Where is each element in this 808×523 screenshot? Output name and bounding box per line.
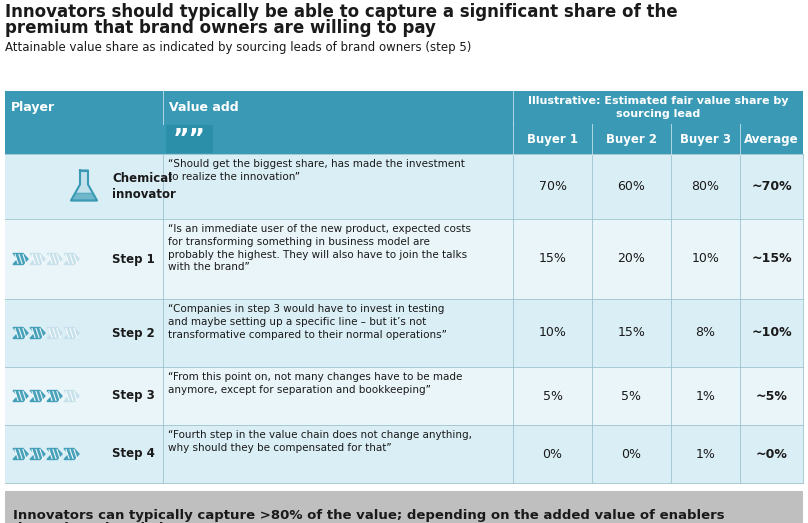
Text: Step 4: Step 4: [112, 448, 155, 460]
Text: 80%: 80%: [692, 180, 719, 193]
Text: Step 1: Step 1: [112, 253, 155, 266]
Text: Step 2: Step 2: [112, 326, 155, 339]
Bar: [671, 124, 740, 154]
Bar: [5, 154, 803, 219]
Polygon shape: [64, 254, 79, 265]
Text: 15%: 15%: [617, 326, 646, 339]
Bar: [592, 124, 671, 154]
Text: 10%: 10%: [539, 326, 566, 339]
Text: Illustrative: Estimated fair value share by
sourcing lead: Illustrative: Estimated fair value share…: [528, 96, 789, 119]
Polygon shape: [64, 391, 79, 402]
Bar: [740, 124, 803, 154]
Polygon shape: [30, 254, 45, 265]
Text: Chemical
innovator: Chemical innovator: [112, 173, 176, 200]
Text: Buyer 1: Buyer 1: [527, 132, 578, 145]
Text: ~70%: ~70%: [751, 180, 792, 193]
Text: 60%: 60%: [617, 180, 646, 193]
Text: Buyer 3: Buyer 3: [680, 132, 731, 145]
Text: Player: Player: [11, 101, 55, 114]
Polygon shape: [30, 391, 45, 402]
Text: premium that brand owners are willing to pay: premium that brand owners are willing to…: [5, 19, 436, 37]
Polygon shape: [64, 327, 79, 338]
Bar: [5, 425, 803, 483]
Bar: [5, 299, 803, 367]
Polygon shape: [30, 327, 45, 338]
Text: Buyer 2: Buyer 2: [606, 132, 657, 145]
Text: Value add: Value add: [169, 101, 238, 114]
Bar: [5, 367, 803, 425]
Polygon shape: [13, 391, 28, 402]
Polygon shape: [30, 449, 45, 460]
Polygon shape: [71, 194, 97, 200]
Text: 20%: 20%: [617, 253, 646, 266]
Polygon shape: [47, 391, 62, 402]
Text: ~10%: ~10%: [751, 326, 792, 339]
Text: “Should get the biggest share, has made the investment
to realize the innovation: “Should get the biggest share, has made …: [168, 159, 465, 182]
Text: 70%: 70%: [538, 180, 566, 193]
Text: 1%: 1%: [696, 390, 715, 403]
Bar: [5, 491, 803, 523]
Bar: [5, 124, 513, 154]
Text: 0%: 0%: [542, 448, 562, 460]
Text: ~5%: ~5%: [755, 390, 788, 403]
Text: ~15%: ~15%: [751, 253, 792, 266]
Text: Average: Average: [744, 132, 799, 145]
Polygon shape: [47, 449, 62, 460]
Text: Attainable value share as indicated by sourcing leads of brand owners (step 5): Attainable value share as indicated by s…: [5, 41, 471, 54]
Text: “From this point on, not many changes have to be made
anymore, except for separa: “From this point on, not many changes ha…: [168, 372, 462, 395]
Text: 8%: 8%: [696, 326, 716, 339]
Bar: [5, 91, 803, 124]
Text: 1%: 1%: [696, 448, 715, 460]
Polygon shape: [47, 327, 62, 338]
Bar: [5, 219, 803, 299]
Text: 10%: 10%: [692, 253, 719, 266]
Text: 15%: 15%: [539, 253, 566, 266]
Text: “Is an immediate user of the new product, expected costs
for transforming someth: “Is an immediate user of the new product…: [168, 224, 471, 272]
FancyBboxPatch shape: [166, 125, 213, 153]
Text: 5%: 5%: [542, 390, 562, 403]
Text: 5%: 5%: [621, 390, 642, 403]
Text: ~0%: ~0%: [755, 448, 788, 460]
Text: “Fourth step in the value chain does not change anything,
why should they be com: “Fourth step in the value chain does not…: [168, 430, 472, 453]
Text: Step 3: Step 3: [112, 390, 155, 403]
Text: Innovators can typically capture >80% of the value; depending on the added value: Innovators can typically capture >80% of…: [13, 508, 725, 521]
Polygon shape: [47, 254, 62, 265]
Polygon shape: [13, 254, 28, 265]
Bar: [513, 124, 592, 154]
Text: 0%: 0%: [621, 448, 642, 460]
Text: ””: ””: [173, 127, 206, 151]
Text: Innovators should typically be able to capture a significant share of the: Innovators should typically be able to c…: [5, 3, 678, 21]
Polygon shape: [64, 449, 79, 460]
Polygon shape: [13, 327, 28, 338]
Polygon shape: [71, 170, 97, 200]
Polygon shape: [13, 449, 28, 460]
Text: “Companies in step 3 would have to invest in testing
and maybe setting up a spec: “Companies in step 3 would have to inves…: [168, 304, 447, 339]
